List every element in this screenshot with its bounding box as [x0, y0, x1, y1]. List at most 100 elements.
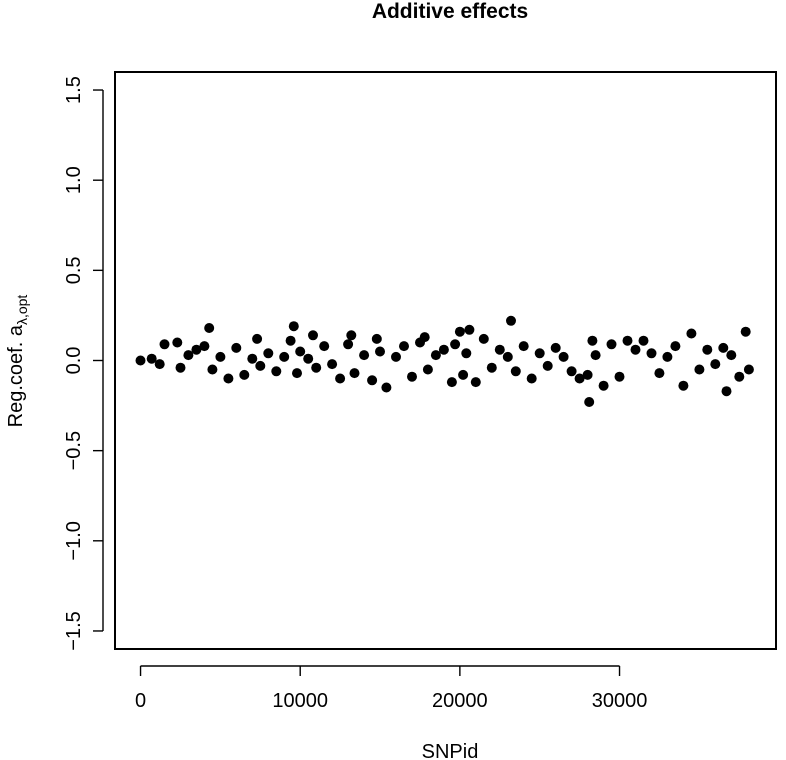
data-point — [375, 346, 385, 357]
data-point — [371, 333, 382, 344]
data-point — [510, 366, 521, 377]
y-tick-label: −0.5 — [63, 431, 85, 470]
data-point — [231, 342, 242, 353]
data-point — [407, 371, 417, 382]
data-point — [319, 341, 330, 352]
data-point — [558, 351, 569, 362]
data-point — [718, 342, 729, 353]
data-point — [391, 351, 401, 362]
data-point — [255, 360, 266, 371]
data-point — [587, 335, 598, 346]
data-point — [450, 339, 461, 350]
data-point — [183, 350, 194, 361]
data-point — [584, 397, 595, 407]
data-point — [175, 362, 186, 373]
data-point — [346, 330, 357, 341]
data-point — [654, 368, 665, 379]
data-point — [327, 359, 338, 370]
data-point — [606, 339, 617, 350]
data-point — [461, 348, 472, 359]
data-point — [534, 348, 545, 359]
data-point — [694, 364, 705, 375]
data-point — [743, 364, 754, 375]
data-point — [308, 330, 318, 341]
data-point — [191, 344, 202, 355]
y-tick-label: −1.5 — [63, 611, 85, 650]
data-point — [399, 341, 409, 352]
y-tick-label: 1.5 — [63, 76, 85, 104]
plot-area-border — [114, 71, 777, 650]
data-point — [726, 350, 737, 361]
data-point — [502, 351, 513, 362]
x-tick-label: 0 — [135, 690, 146, 712]
data-point — [478, 333, 489, 344]
x-axis-label: SNPid — [422, 741, 479, 760]
chart-title: Additive effects — [372, 0, 528, 23]
data-point — [204, 323, 215, 333]
data-point — [154, 359, 165, 370]
x-tick-label: 20000 — [432, 690, 488, 712]
data-point — [271, 366, 282, 377]
data-point — [215, 351, 226, 362]
data-point — [288, 321, 299, 332]
data-point — [199, 341, 210, 352]
data-point — [740, 326, 751, 337]
data-point — [172, 337, 183, 348]
y-axis: −1.5 −1.0 −0.5 0.0 0.5 1.0 1.5 — [63, 76, 104, 651]
data-point — [146, 353, 157, 364]
data-point — [702, 344, 713, 355]
data-point — [494, 344, 505, 355]
y-tick-label: −1.0 — [63, 521, 85, 560]
data-point — [614, 371, 625, 382]
data-point — [582, 369, 593, 380]
data-point — [464, 324, 475, 335]
data-point — [292, 368, 302, 379]
data-point — [223, 373, 234, 384]
data-point — [622, 335, 633, 346]
data-point — [159, 339, 170, 350]
data-point — [686, 328, 697, 339]
y-tick-label: 0.5 — [63, 256, 85, 284]
data-point — [454, 326, 465, 337]
data-point — [349, 368, 360, 379]
data-point — [367, 375, 378, 386]
data-point — [598, 380, 609, 391]
data-point — [662, 351, 673, 362]
data-point — [381, 382, 392, 393]
data-point — [670, 341, 681, 352]
data-point — [285, 335, 296, 346]
data-point — [486, 362, 497, 373]
data-point — [734, 371, 745, 382]
data-point — [518, 341, 529, 352]
x-tick-label: 30000 — [592, 690, 648, 712]
data-point — [343, 339, 354, 350]
y-axis-label: Reg.coef. aλ,opt — [5, 295, 30, 428]
data-point — [646, 348, 657, 359]
y-axis-label-main: Reg.coef. a — [5, 324, 27, 427]
data-point — [446, 377, 457, 388]
data-point — [207, 364, 218, 375]
y-tick-label: 1.0 — [63, 166, 85, 194]
data-point — [542, 360, 553, 371]
data-point — [630, 344, 641, 355]
data-point — [311, 362, 322, 373]
data-point — [295, 346, 306, 357]
data-point — [430, 350, 441, 361]
data-point — [678, 380, 689, 391]
data-point — [422, 364, 433, 375]
data-point — [438, 344, 449, 355]
data-point — [279, 351, 290, 362]
data-point — [252, 333, 263, 344]
data-point — [247, 353, 258, 364]
data-point — [506, 315, 516, 326]
data-point — [721, 386, 732, 397]
data-point — [135, 355, 146, 366]
data-point — [239, 369, 250, 380]
data-point — [550, 342, 561, 353]
data-point — [710, 359, 721, 370]
data-point — [359, 350, 370, 361]
data-point — [566, 366, 577, 377]
data-point — [263, 348, 274, 359]
data-point — [574, 373, 585, 384]
